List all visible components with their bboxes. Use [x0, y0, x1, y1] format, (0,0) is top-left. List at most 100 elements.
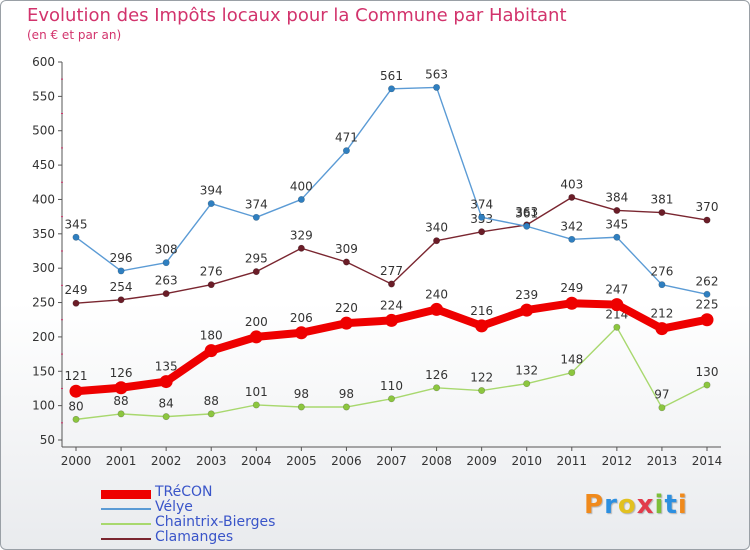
data-label-trecon: 225: [696, 298, 719, 312]
data-label-chaintrix-bierges: 97: [654, 388, 669, 402]
data-point-chaintrix-bierges: [252, 401, 260, 409]
data-label-velye: 342: [560, 219, 583, 233]
legend-label-chaintrix-bierges: Chaintrix-Bierges: [155, 514, 276, 530]
data-point-velye: [162, 259, 170, 267]
data-label-clamanges: 329: [290, 228, 313, 242]
x-tick-label: 2007: [376, 454, 407, 468]
data-label-trecon: 206: [290, 311, 313, 325]
data-label-trecon: 135: [155, 360, 178, 374]
data-label-velye: 563: [425, 67, 448, 81]
data-label-chaintrix-bierges: 110: [380, 379, 403, 393]
data-point-velye: [703, 290, 711, 298]
data-label-velye: 262: [696, 274, 719, 288]
data-point-chaintrix-bierges: [162, 413, 170, 421]
data-point-trecon: [520, 303, 534, 317]
data-label-chaintrix-bierges: 148: [560, 353, 583, 367]
data-label-clamanges: 263: [155, 274, 178, 288]
y-tick-label: 250: [32, 296, 55, 310]
data-label-trecon: 212: [650, 307, 673, 321]
data-point-trecon: [610, 298, 624, 312]
data-point-velye: [433, 83, 441, 91]
data-label-velye: 374: [470, 197, 493, 211]
data-point-velye: [478, 213, 486, 221]
data-label-clamanges: 340: [425, 221, 448, 235]
data-point-trecon: [385, 313, 398, 327]
y-tick-label: 300: [32, 261, 55, 275]
data-point-clamanges: [433, 237, 441, 245]
data-label-velye: 400: [290, 179, 313, 193]
y-tick-label: 50: [40, 433, 55, 447]
x-tick-label: 2014: [692, 454, 723, 468]
data-point-trecon: [294, 326, 308, 340]
data-label-trecon: 126: [110, 366, 133, 380]
x-tick-label: 2008: [421, 454, 452, 468]
data-label-clamanges: 363: [515, 205, 538, 219]
data-label-clamanges: 370: [696, 200, 719, 214]
data-point-chaintrix-bierges: [703, 381, 711, 389]
data-label-velye: 471: [335, 131, 358, 145]
data-point-clamanges: [72, 299, 80, 307]
x-tick-label: 2001: [106, 454, 137, 468]
data-label-clamanges: 254: [110, 280, 133, 294]
data-label-trecon: 249: [560, 281, 583, 295]
data-label-trecon: 220: [335, 301, 358, 315]
legend-label-clamanges: Clamanges: [155, 529, 234, 545]
data-point-clamanges: [297, 244, 305, 252]
data-point-clamanges: [658, 209, 666, 217]
y-tick-label: 500: [32, 124, 55, 138]
data-point-clamanges: [252, 268, 260, 276]
data-label-chaintrix-bierges: 126: [425, 368, 448, 382]
data-label-chaintrix-bierges: 80: [68, 399, 83, 413]
legend-item-clamanges: Clamanges: [101, 529, 401, 548]
y-tick-label: 200: [32, 330, 55, 344]
y-tick-label: 150: [32, 364, 55, 378]
data-label-chaintrix-bierges: 88: [113, 394, 128, 408]
data-point-chaintrix-bierges: [297, 403, 305, 411]
data-point-clamanges: [478, 228, 486, 236]
data-label-clamanges: 276: [200, 265, 223, 279]
data-label-velye: 276: [650, 265, 673, 279]
data-point-velye: [523, 222, 531, 230]
legend-swatch-chaintrix-bierges: [101, 523, 151, 525]
legend-swatch-trecon: [101, 490, 151, 499]
data-label-clamanges: 309: [335, 242, 358, 256]
data-point-trecon: [69, 384, 83, 398]
data-point-clamanges: [387, 280, 395, 288]
chart-subtitle: (en € et par an): [27, 28, 122, 42]
data-point-velye: [117, 267, 125, 275]
data-label-chaintrix-bierges: 122: [470, 371, 493, 385]
data-label-chaintrix-bierges: 101: [245, 385, 268, 399]
data-label-chaintrix-bierges: 130: [696, 365, 719, 379]
legend-item-velye: Vélye: [101, 499, 401, 518]
data-point-trecon: [700, 313, 714, 327]
data-point-chaintrix-bierges: [433, 384, 441, 392]
data-point-chaintrix-bierges: [117, 410, 125, 418]
legend-item-chaintrix-bierges: Chaintrix-Bierges: [101, 514, 401, 533]
data-label-trecon: 180: [200, 329, 223, 343]
data-point-velye: [613, 233, 621, 241]
data-point-chaintrix-bierges: [387, 395, 395, 403]
data-point-clamanges: [117, 296, 125, 304]
data-point-chaintrix-bierges: [478, 387, 486, 395]
proxiti-logo: Proxiti: [584, 490, 688, 520]
x-tick-label: 2011: [557, 454, 588, 468]
y-tick-label: 350: [32, 227, 55, 241]
y-tick-label: 600: [32, 55, 55, 69]
data-label-trecon: 247: [605, 283, 628, 297]
y-tick-label: 400: [32, 192, 55, 206]
data-point-chaintrix-bierges: [658, 404, 666, 412]
data-point-trecon: [475, 319, 489, 333]
data-label-trecon: 239: [515, 288, 538, 302]
x-tick-label: 2012: [602, 454, 633, 468]
y-tick-label: 450: [32, 158, 55, 172]
data-point-trecon: [430, 302, 444, 316]
data-point-velye: [342, 147, 350, 155]
data-point-chaintrix-bierges: [568, 369, 576, 377]
data-label-velye: 345: [65, 217, 88, 231]
data-label-clamanges: 381: [650, 193, 673, 207]
x-tick-label: 2009: [466, 454, 497, 468]
data-label-trecon: 121: [65, 369, 88, 383]
data-label-chaintrix-bierges: 132: [515, 364, 538, 378]
